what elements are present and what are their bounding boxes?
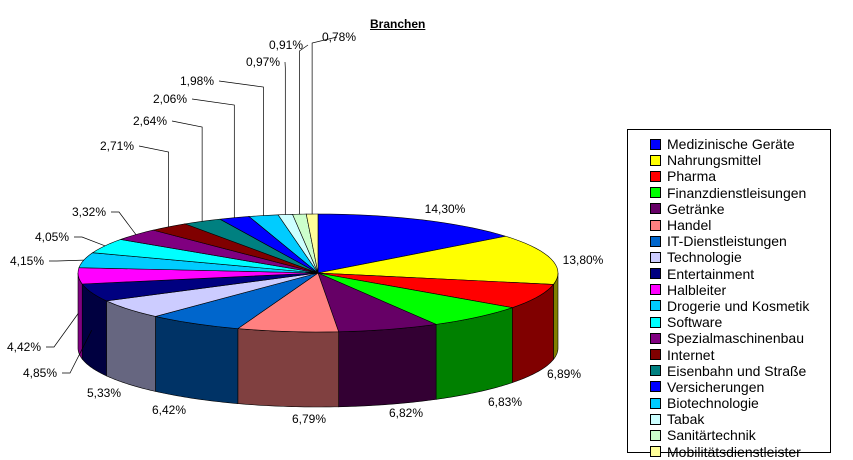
legend-item-7: IT-Dienstleistungen	[628, 233, 830, 249]
legend-item-20: Mobilitätsdienstleister	[628, 444, 830, 460]
legend-item-14: Internet	[628, 346, 830, 362]
data-label-14: 2,71%	[100, 139, 134, 153]
data-label-15: 2,64%	[133, 114, 167, 128]
leader-line-20	[312, 37, 337, 214]
legend-swatch-14	[650, 349, 661, 360]
legend-item-6: Handel	[628, 217, 830, 233]
legend-swatch-10	[650, 284, 661, 295]
legend-swatch-19	[650, 430, 661, 441]
legend-item-2: Nahrungsmittel	[628, 152, 830, 168]
legend-label-3: Pharma	[667, 168, 716, 184]
legend-label-5: Getränke	[667, 201, 725, 217]
legend-item-4: Finanzdienstleisungen	[628, 185, 830, 201]
legend-item-10: Halbleiter	[628, 282, 830, 298]
pie-wall-7	[156, 316, 238, 403]
data-label-7: 6,42%	[152, 403, 186, 417]
pie-wall-5	[339, 324, 436, 406]
legend-item-15: Eisenbahn und Straße	[628, 363, 830, 379]
data-label-10: 4,42%	[7, 340, 41, 354]
legend-swatch-6	[650, 220, 661, 231]
leader-line-12	[74, 237, 105, 246]
legend-swatch-17	[650, 398, 661, 409]
legend-label-12: Software	[667, 314, 722, 330]
legend-swatch-8	[650, 252, 661, 263]
data-label-2: 13,80%	[563, 253, 604, 267]
legend-label-13: Spezialmaschinenbau	[667, 330, 804, 346]
legend-item-13: Spezialmaschinenbau	[628, 330, 830, 346]
legend-label-6: Handel	[667, 217, 711, 233]
legend-item-16: Versicherungen	[628, 379, 830, 395]
legend-label-8: Technologie	[667, 249, 742, 265]
legend-label-14: Internet	[667, 347, 714, 363]
leader-line-10	[46, 313, 78, 347]
leader-line-14	[139, 146, 169, 227]
legend-item-3: Pharma	[628, 168, 830, 184]
data-label-13: 3,32%	[72, 205, 106, 219]
legend-swatch-4	[650, 187, 661, 198]
legend-label-16: Versicherungen	[667, 379, 764, 395]
legend-label-9: Entertainment	[667, 266, 754, 282]
legend-item-12: Software	[628, 314, 830, 330]
legend-item-18: Tabak	[628, 411, 830, 427]
legend-swatch-15	[650, 365, 661, 376]
data-label-20: 0,78%	[322, 30, 356, 44]
pie-wall-10	[78, 273, 82, 359]
legend-label-19: Sanitärtechnik	[667, 427, 756, 443]
legend-swatch-20	[650, 446, 661, 457]
legend-swatch-3	[650, 171, 661, 182]
legend-label-15: Eisenbahn und Straße	[667, 363, 806, 379]
data-label-4: 6,83%	[488, 395, 522, 409]
legend-swatch-12	[650, 317, 661, 328]
data-label-11: 4,15%	[10, 254, 44, 268]
legend-label-11: Drogerie und Kosmetik	[667, 298, 809, 314]
legend-item-5: Getränke	[628, 201, 830, 217]
legend-label-20: Mobilitätsdienstleister	[667, 444, 801, 460]
data-label-16: 2,06%	[153, 92, 187, 106]
legend-item-9: Entertainment	[628, 266, 830, 282]
leader-line-15	[172, 121, 202, 221]
legend-swatch-16	[650, 381, 661, 392]
data-label-1: 14,30%	[425, 202, 466, 216]
legend-label-10: Halbleiter	[667, 282, 726, 298]
legend-swatch-18	[650, 414, 661, 425]
data-label-19: 0,91%	[269, 38, 303, 52]
legend-item-1: Medizinische Geräte	[628, 136, 830, 152]
legend-label-7: IT-Dienstleistungen	[667, 233, 787, 249]
legend-label-4: Finanzdienstleisungen	[667, 185, 806, 201]
data-label-6: 6,79%	[292, 412, 326, 426]
legend-label-17: Biotechnologie	[667, 395, 759, 411]
legend-swatch-9	[650, 268, 661, 279]
pie-wall-6	[238, 329, 339, 407]
data-label-9: 4,85%	[23, 366, 57, 380]
legend-item-8: Technologie	[628, 249, 830, 265]
legend-label-1: Medizinische Geräte	[667, 136, 795, 152]
data-label-5: 6,82%	[389, 406, 423, 420]
leader-line-19	[299, 45, 308, 214]
legend-item-11: Drogerie und Kosmetik	[628, 298, 830, 314]
leader-line-11	[49, 260, 84, 261]
legend-swatch-1	[650, 139, 661, 150]
data-label-18: 0,97%	[246, 55, 280, 69]
pie-wall-2	[553, 273, 558, 359]
data-label-12: 4,05%	[35, 230, 69, 244]
chart-title: Branchen	[370, 17, 425, 31]
leader-line-16	[192, 99, 234, 218]
legend-label-18: Tabak	[667, 411, 704, 427]
data-label-8: 5,33%	[87, 386, 121, 400]
legend-swatch-11	[650, 300, 661, 311]
legend-swatch-7	[650, 236, 661, 247]
leader-line-17	[219, 81, 263, 216]
legend-swatch-5	[650, 203, 661, 214]
legend-swatch-13	[650, 333, 661, 344]
legend-item-19: Sanitärtechnik	[628, 427, 830, 443]
data-label-3: 6,89%	[547, 367, 581, 381]
legend-item-17: Biotechnologie	[628, 395, 830, 411]
leader-line-13	[111, 212, 136, 235]
legend-label-2: Nahrungsmittel	[667, 152, 761, 168]
legend-swatch-2	[650, 155, 661, 166]
data-label-17: 1,98%	[180, 74, 214, 88]
